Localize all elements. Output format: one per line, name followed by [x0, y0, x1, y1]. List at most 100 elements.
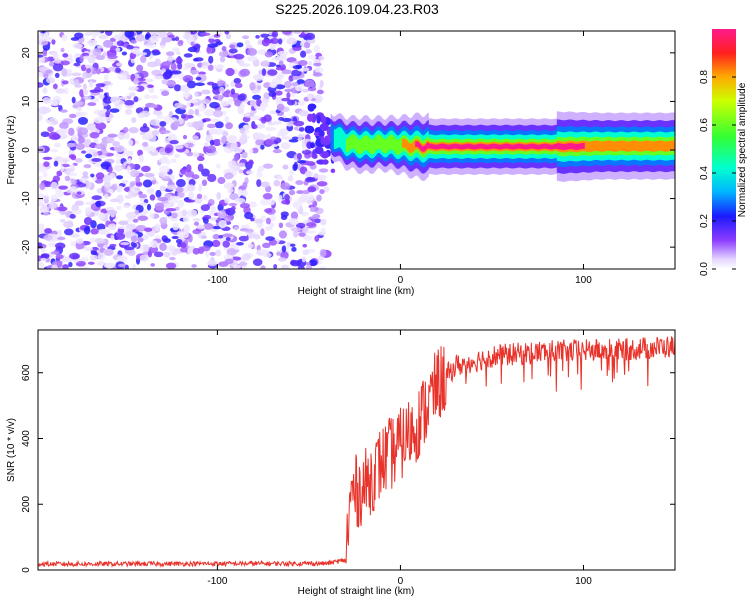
signal-band-cell [605, 140, 607, 152]
noise-blob [270, 214, 276, 222]
noise-blob [260, 198, 270, 206]
spectrogram-x-tick-label: 100 [575, 275, 592, 286]
signal-band-cell [343, 132, 346, 154]
noise-blob [211, 239, 221, 248]
signal-band-cell [524, 144, 527, 150]
noise-blob [42, 97, 51, 104]
signal-band-cell [464, 144, 467, 149]
noise-blob [293, 230, 299, 238]
noise-blob [144, 131, 154, 140]
noise-blob [43, 212, 50, 216]
signal-band-cell [615, 141, 617, 152]
noise-blob [290, 260, 302, 267]
noise-blob [249, 148, 254, 154]
signal-band-cell [608, 140, 611, 151]
noise-blob [278, 116, 285, 121]
signal-band-cell [485, 144, 488, 150]
noise-blob [132, 218, 139, 223]
noise-blob [239, 68, 251, 77]
noise-blob [42, 195, 50, 200]
signal-band-cell [331, 124, 334, 151]
noise-blob [306, 264, 313, 269]
noise-blob [286, 37, 298, 45]
noise-blob [53, 160, 59, 167]
signal-band-cell [564, 143, 567, 150]
signal-band-cell [546, 144, 549, 149]
signal-band-cell [434, 144, 437, 150]
noise-blob [107, 209, 118, 216]
signal-band-cell [423, 145, 426, 152]
noise-blob [57, 128, 69, 134]
noise-blob [238, 169, 244, 174]
signal-band-cell [509, 144, 512, 150]
signal-band-cell [466, 143, 469, 149]
signal-band-cell [450, 144, 452, 150]
noise-blob [148, 246, 159, 254]
noise-blob [114, 144, 125, 153]
noise-blob [123, 246, 135, 251]
noise-blob [90, 228, 99, 235]
noise-blob [91, 31, 97, 39]
noise-blob [38, 175, 43, 181]
signal-band-cell [445, 144, 448, 150]
noise-blob [76, 191, 82, 195]
signal-band-cell [381, 136, 383, 151]
signal-band-cell [353, 134, 356, 150]
noise-blob [296, 152, 302, 161]
noise-blob [208, 38, 215, 44]
signal-band-cell [627, 141, 629, 152]
signal-band-cell [655, 141, 658, 152]
noise-blob [131, 47, 141, 55]
signal-band-cell [557, 143, 560, 150]
signal-band-cell [567, 143, 570, 150]
noise-blob [240, 102, 245, 110]
spectrogram-y-label: Frequency (Hz) [6, 116, 17, 185]
noise-blob [316, 174, 327, 181]
signal-band-cell [611, 141, 614, 152]
colorbar-tick-label: 0.6 [699, 118, 710, 132]
noise-blob [236, 42, 244, 48]
noise-blob [84, 31, 93, 37]
noise-blob [125, 211, 137, 220]
noise-blob [123, 204, 130, 209]
noise-blob [76, 106, 82, 112]
spectrogram-x-axis: -100 0 100 [207, 31, 592, 286]
noise-blob [103, 263, 115, 269]
noise-blob [107, 188, 114, 193]
signal-band-cell [341, 129, 344, 151]
signal-band-cell [471, 144, 473, 150]
noise-blob [212, 139, 222, 147]
signal-band-cell [465, 143, 468, 149]
signal-band-cell [431, 144, 434, 149]
noise-blob [177, 62, 183, 70]
noise-blob [281, 69, 292, 75]
noise-blob [250, 115, 261, 120]
noise-blob [261, 68, 267, 77]
snr-frame [37, 329, 676, 571]
noise-blob [43, 73, 49, 79]
noise-blob [182, 134, 188, 140]
noise-blob [160, 44, 165, 49]
noise-blob [182, 66, 189, 71]
noise-blob [230, 142, 238, 150]
noise-blob [229, 192, 239, 201]
signal-band-cell [631, 140, 634, 151]
noise-blob [314, 67, 324, 73]
signal-band-cell [569, 143, 572, 150]
noise-blob [144, 227, 153, 232]
signal-band-cell [342, 130, 345, 152]
noise-blob [50, 233, 58, 242]
noise-blob [226, 247, 237, 256]
noise-blob [47, 126, 54, 133]
noise-blob [313, 44, 321, 54]
noise-blob [180, 242, 187, 249]
signal-band-cell [397, 139, 400, 155]
noise-blob [95, 55, 105, 61]
signal-band-cell [352, 134, 355, 149]
signal-band-cell [528, 144, 530, 149]
noise-blob [277, 38, 283, 45]
signal-band-cell [478, 143, 481, 149]
signal-band-cell [531, 143, 534, 149]
noise-blob [291, 81, 299, 87]
noise-blob [180, 114, 186, 119]
